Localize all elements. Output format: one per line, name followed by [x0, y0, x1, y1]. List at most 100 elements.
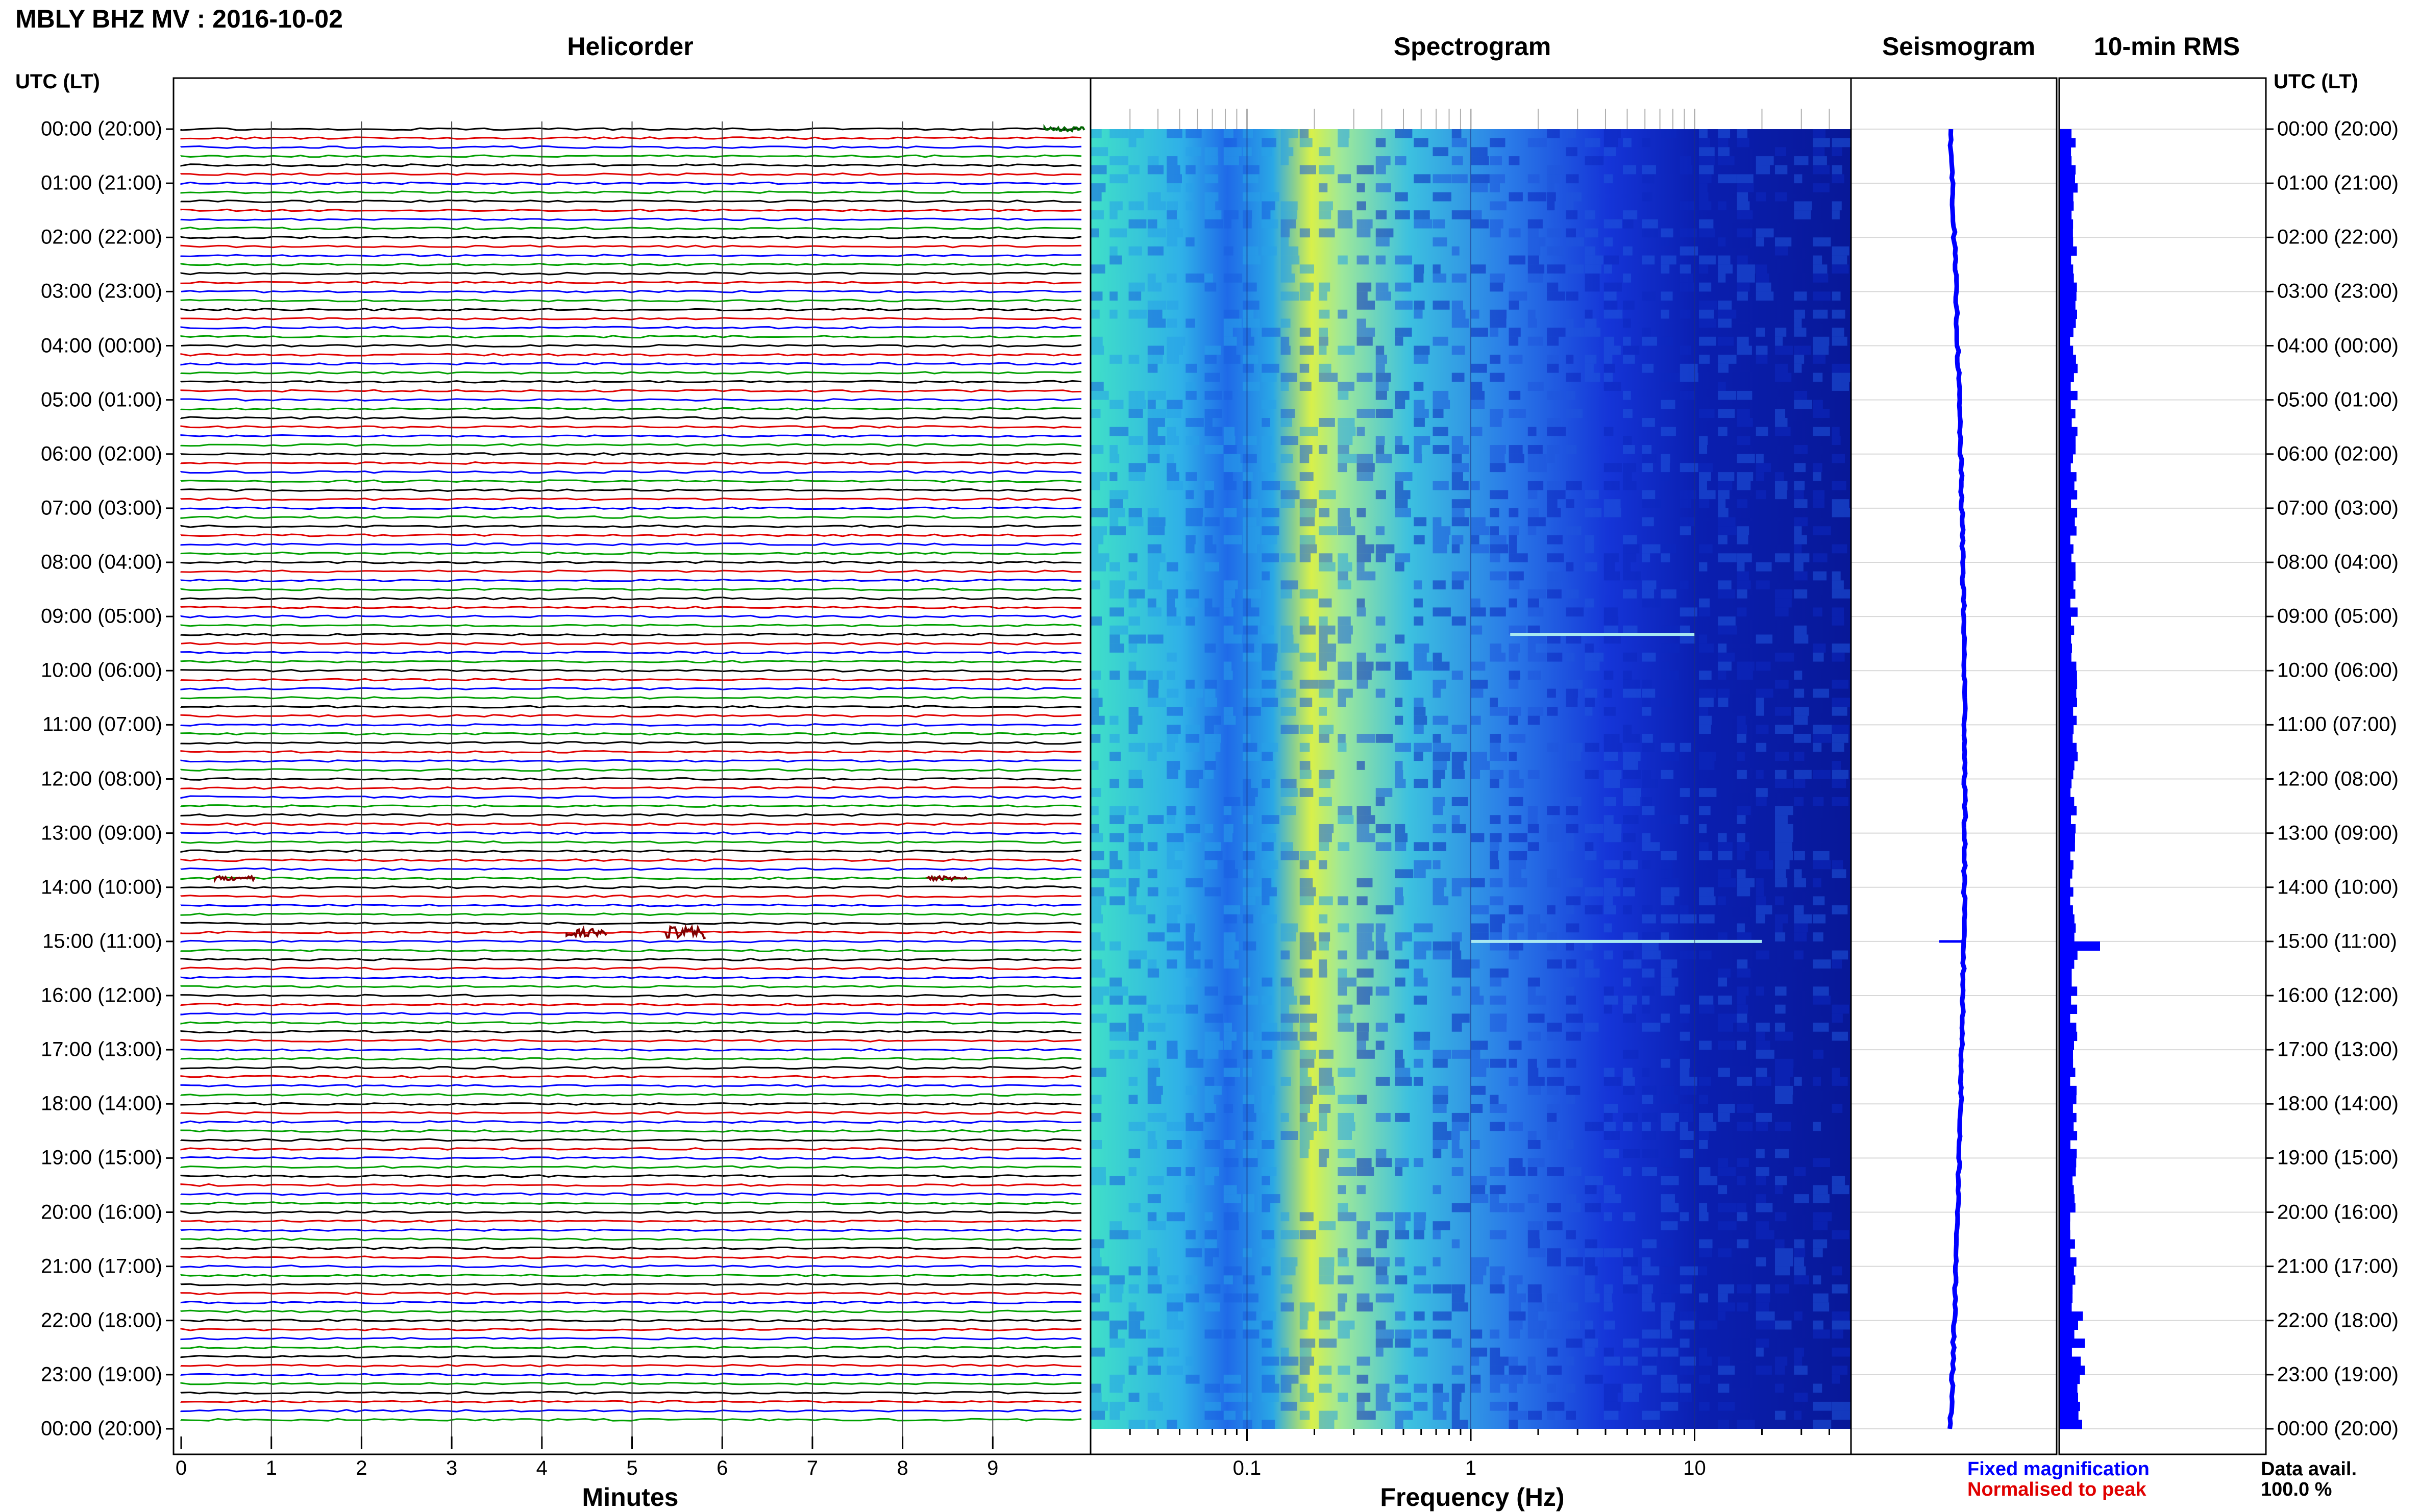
spectrogram-cell [1109, 625, 1128, 635]
spectrogram-cell [1319, 1257, 1335, 1267]
spectrogram-cell [1395, 1077, 1412, 1086]
spectrogram-cell [1509, 228, 1521, 238]
spectrogram-cell [1699, 309, 1714, 319]
spectrogram-cell [1603, 815, 1614, 824]
helicorder-trace [180, 479, 1082, 483]
spectrogram-cell [1223, 1393, 1243, 1402]
spectrogram-cell [1223, 445, 1237, 454]
spectrogram-cell [1262, 1104, 1270, 1113]
helicorder-trace [180, 127, 1082, 131]
spectrogram-cell [1756, 878, 1764, 887]
spectrogram-cell [1262, 373, 1277, 382]
spectrogram-cell [1186, 472, 1197, 481]
spectrogram-cell [1661, 1356, 1670, 1366]
rms-bar [2059, 553, 2071, 563]
spectrogram-cell [1527, 445, 1543, 454]
spectrogram-cell [1509, 1203, 1525, 1212]
spectrogram-cell [1147, 192, 1161, 202]
spectrogram-cell [1395, 742, 1412, 752]
spectrogram-cell [1775, 770, 1787, 779]
rms-bar [2059, 860, 2074, 870]
spectrogram-cell [1585, 1257, 1595, 1267]
spectrogram-cell [1527, 228, 1539, 238]
rms-bar [2059, 833, 2075, 842]
spectrogram-cell [1299, 138, 1313, 147]
spectrogram-cell [1547, 643, 1563, 653]
spectrogram-cell [1832, 580, 1844, 590]
spectrogram-cell [1642, 968, 1655, 978]
spectrogram-cell [1299, 616, 1309, 626]
spectrogram-cell [1395, 1221, 1406, 1230]
spectrogram-cell [1680, 1149, 1693, 1158]
spectrogram-cell [1091, 941, 1105, 951]
spectrogram-cell [1167, 210, 1177, 219]
spectrogram-cell [1433, 1257, 1441, 1267]
spectrogram-cell [1737, 409, 1750, 418]
spectrogram-cell [1794, 210, 1811, 219]
spectrogram-cell [1262, 454, 1271, 463]
spectrogram-cell [1147, 1131, 1156, 1140]
spectrogram-cell [1395, 1257, 1405, 1267]
rms-bar [2059, 328, 2074, 337]
spectrogram-cell [1128, 1031, 1139, 1041]
spectrogram-cell [1699, 1122, 1717, 1131]
spectrogram-cell [1091, 887, 1104, 897]
spectrogram-cell [1794, 1239, 1805, 1249]
spectrogram-cell [1186, 517, 1203, 527]
spectrogram-cell [1451, 1112, 1470, 1122]
spectrogram-cell [1756, 156, 1774, 165]
spectrogram-cell [1642, 941, 1659, 951]
spectrogram-cell [1737, 553, 1752, 562]
spectrogram-cell [1299, 264, 1314, 274]
spectrogram-cell [1280, 788, 1298, 797]
time-label-right: 07:00 (03:00) [2277, 497, 2399, 519]
spectrogram-cell [1566, 1031, 1581, 1041]
spectrogram-cell [1585, 598, 1594, 608]
spectrogram-cell [1471, 833, 1485, 842]
spectrogram-cell [1566, 652, 1575, 662]
spectrogram-cell [1147, 156, 1159, 165]
spectrogram-cell [1186, 679, 1195, 689]
spectrogram-cell [1091, 1239, 1104, 1249]
spectrogram-cell [1338, 1004, 1353, 1014]
spectrogram-cell [1566, 291, 1578, 301]
spectrogram-cell [1509, 625, 1526, 635]
spectrogram-cell [1794, 589, 1808, 599]
spectrogram-cell [1813, 770, 1831, 779]
spectrogram-cell [1395, 634, 1405, 644]
spectrogram-cell [1433, 1095, 1448, 1104]
spectrogram-cell [1338, 950, 1347, 960]
spectrogram-cell [1319, 1122, 1327, 1131]
spectrogram-cell [1585, 363, 1594, 373]
helicorder-trace [180, 407, 1082, 411]
rms-bar [2059, 1176, 2073, 1186]
spectrogram-cell [1527, 1311, 1539, 1321]
rms-bar [2059, 1212, 2070, 1222]
spectrogram-cell [1091, 1383, 1102, 1393]
spectrogram-cell [1147, 517, 1166, 527]
spectrogram-cell [1167, 1167, 1181, 1176]
spectrogram-cell [1451, 1284, 1466, 1294]
spectrogram-cell [1091, 390, 1109, 400]
helicorder-trace [180, 1093, 1082, 1097]
spectrogram-cell [1319, 165, 1335, 175]
spectrogram-cell [1623, 1266, 1632, 1276]
rms-bar [2059, 1004, 2078, 1014]
spectrogram-cell [1527, 652, 1547, 662]
spectrogram-cell [1813, 274, 1829, 283]
spectrogram-cell [1775, 1176, 1787, 1185]
helicorder-trace [180, 723, 1082, 727]
spectrogram-cell [1699, 643, 1714, 653]
spectrogram-cell [1451, 1339, 1462, 1348]
spectrogram-cell [1737, 1122, 1753, 1131]
spectrogram-cell [1356, 508, 1366, 517]
spectrogram-cell [1699, 183, 1708, 192]
spectrogram-cell [1585, 742, 1599, 752]
rms-bar [2059, 806, 2077, 815]
spectrogram-cell [1490, 652, 1506, 662]
spectrogram-cell [1813, 1023, 1829, 1032]
spectrogram-cell [1128, 860, 1141, 870]
spectrogram-cell [1375, 1212, 1394, 1222]
spectrogram-cell [1186, 1131, 1202, 1140]
spectrogram-cell [1603, 1104, 1618, 1113]
